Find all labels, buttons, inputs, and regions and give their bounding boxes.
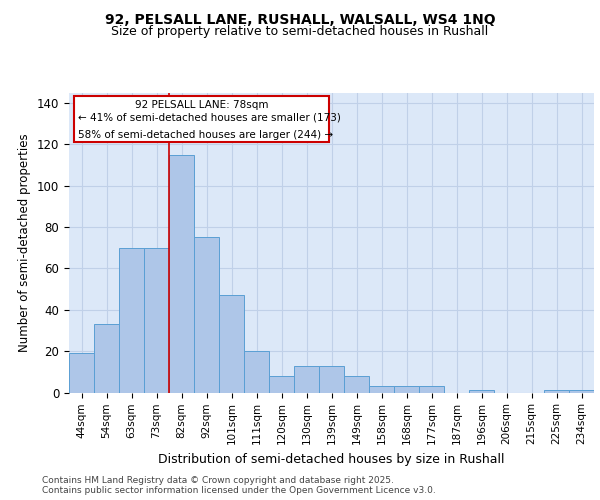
Y-axis label: Number of semi-detached properties: Number of semi-detached properties	[19, 133, 31, 352]
Bar	[194, 238, 219, 392]
Bar	[244, 351, 269, 393]
Bar	[294, 366, 319, 392]
Text: 92, PELSALL LANE, RUSHALL, WALSALL, WS4 1NQ: 92, PELSALL LANE, RUSHALL, WALSALL, WS4 …	[104, 12, 496, 26]
Bar	[344, 376, 369, 392]
Text: Size of property relative to semi-detached houses in Rushall: Size of property relative to semi-detach…	[112, 25, 488, 38]
Bar	[469, 390, 494, 392]
Bar	[394, 386, 419, 392]
Text: Contains HM Land Registry data © Crown copyright and database right 2025.: Contains HM Land Registry data © Crown c…	[42, 476, 394, 485]
Bar	[419, 386, 444, 392]
Text: 58% of semi-detached houses are larger (244) →: 58% of semi-detached houses are larger (…	[79, 130, 334, 140]
Bar	[544, 390, 569, 392]
Bar	[94, 324, 119, 392]
Bar	[569, 390, 594, 392]
Bar	[144, 248, 169, 392]
Bar	[369, 386, 394, 392]
Bar	[169, 154, 194, 392]
Text: ← 41% of semi-detached houses are smaller (173): ← 41% of semi-detached houses are smalle…	[79, 113, 341, 123]
Bar	[269, 376, 294, 392]
Text: 92 PELSALL LANE: 78sqm: 92 PELSALL LANE: 78sqm	[135, 100, 268, 110]
Bar	[219, 296, 244, 392]
Bar	[69, 353, 94, 393]
FancyBboxPatch shape	[74, 96, 329, 142]
Text: Contains public sector information licensed under the Open Government Licence v3: Contains public sector information licen…	[42, 486, 436, 495]
X-axis label: Distribution of semi-detached houses by size in Rushall: Distribution of semi-detached houses by …	[158, 452, 505, 466]
Bar	[319, 366, 344, 392]
Bar	[119, 248, 144, 392]
